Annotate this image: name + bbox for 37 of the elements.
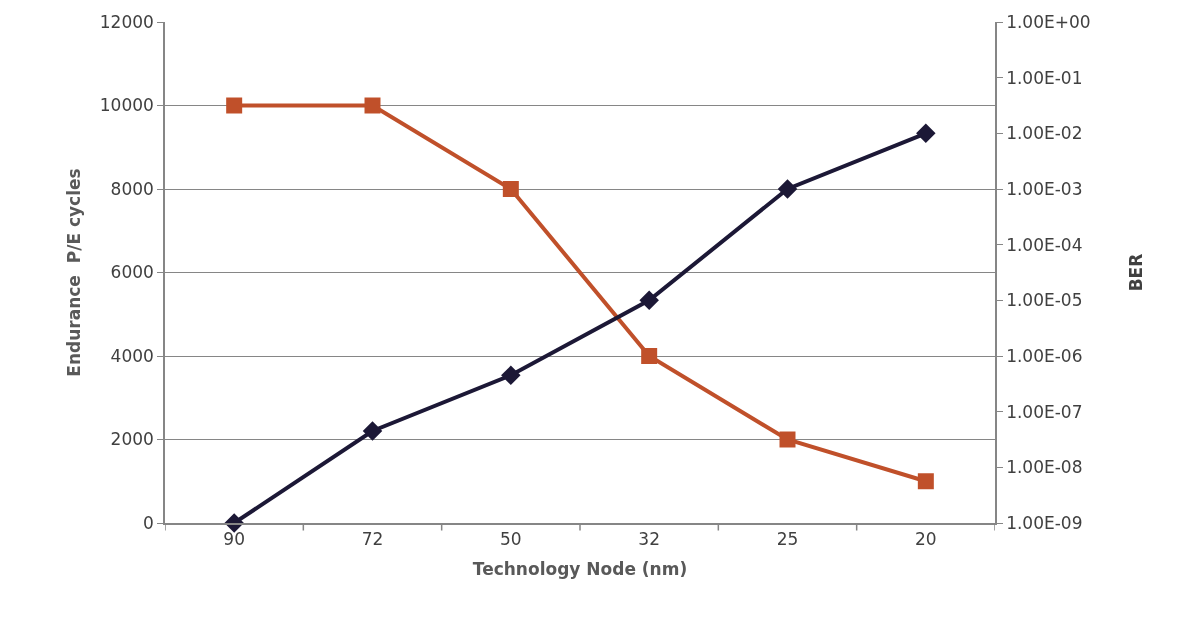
x-tick-label: 25 — [776, 529, 799, 550]
point — [502, 181, 519, 197]
point — [362, 421, 383, 441]
x-tick-label: 50 — [500, 529, 522, 550]
point — [364, 97, 381, 114]
y-tick-label: 6000 — [110, 262, 154, 283]
point — [226, 97, 243, 114]
y-tick-label: 10000 — [99, 95, 154, 116]
y-tick-label: 8000 — [110, 178, 154, 199]
y2-tick-label: 1.00E-04 — [1006, 234, 1083, 255]
point — [779, 431, 796, 448]
point — [777, 179, 798, 199]
y-tick-label: 12000 — [99, 11, 154, 32]
y2-tick-label: 1.00E-08 — [1006, 457, 1083, 478]
y-tick-label: 0 — [143, 512, 154, 533]
y2-tick-label: 1.00E-07 — [1006, 401, 1083, 422]
point — [639, 290, 659, 311]
x-axis-title: Technology Node (nm) — [472, 559, 688, 580]
point — [501, 365, 521, 386]
y2-axis-title: BER — [1125, 253, 1146, 292]
x-tick-label: 90 — [223, 529, 245, 550]
y2-tick-label: 1.00E-05 — [1006, 290, 1083, 311]
x-tick-label: 32 — [638, 529, 660, 550]
y2-tick-label: 1.00E-01 — [1006, 67, 1083, 88]
point — [916, 123, 936, 144]
point — [917, 473, 934, 490]
x-tick-label: 72 — [361, 529, 384, 550]
y-tick-label: 4000 — [110, 345, 154, 366]
y2-tick-label: 1.00E-06 — [1006, 345, 1083, 366]
y2-tick-label: 1.00E-02 — [1006, 123, 1083, 144]
y2-tick-label: 1.00E+00 — [1006, 11, 1091, 32]
y2-tick-label: 1.00E-03 — [1006, 178, 1083, 199]
y-tick-label: 2000 — [110, 429, 154, 450]
y-axis-title: Endurance P/E cycles — [63, 168, 84, 377]
point — [641, 348, 658, 364]
y2-tick-label: 1.00E-09 — [1006, 512, 1083, 533]
x-tick-label: 20 — [915, 529, 937, 550]
